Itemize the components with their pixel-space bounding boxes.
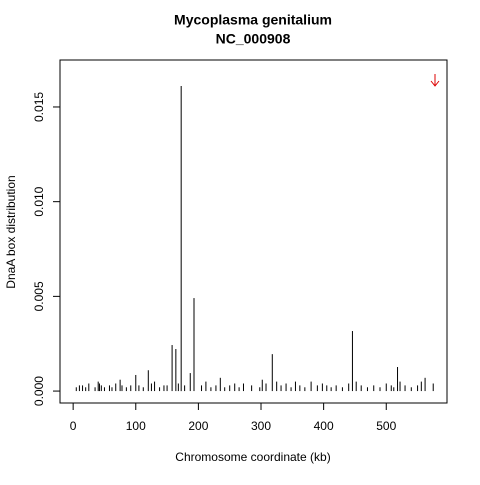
chart-title: Mycoplasma genitalium xyxy=(174,12,332,28)
y-tick-label: 0.010 xyxy=(32,186,46,216)
y-tick-label: 0.015 xyxy=(32,92,46,122)
y-axis-label: DnaA box distribution xyxy=(4,175,18,288)
plot-box xyxy=(59,59,448,404)
x-tick-label: 500 xyxy=(376,419,396,433)
x-tick-label: 400 xyxy=(314,419,334,433)
x-tick-label: 300 xyxy=(251,419,271,433)
x-tick-label: 0 xyxy=(70,419,77,433)
y-tick-label: 0.005 xyxy=(32,281,46,311)
x-axis-label: Chromosome coordinate (kb) xyxy=(175,450,330,464)
x-tick-label: 100 xyxy=(126,419,146,433)
y-tick-label: 0.000 xyxy=(32,376,46,406)
arrow xyxy=(430,74,440,87)
chart-subtitle: NC_000908 xyxy=(216,31,291,47)
x-tick-label: 200 xyxy=(188,419,208,433)
